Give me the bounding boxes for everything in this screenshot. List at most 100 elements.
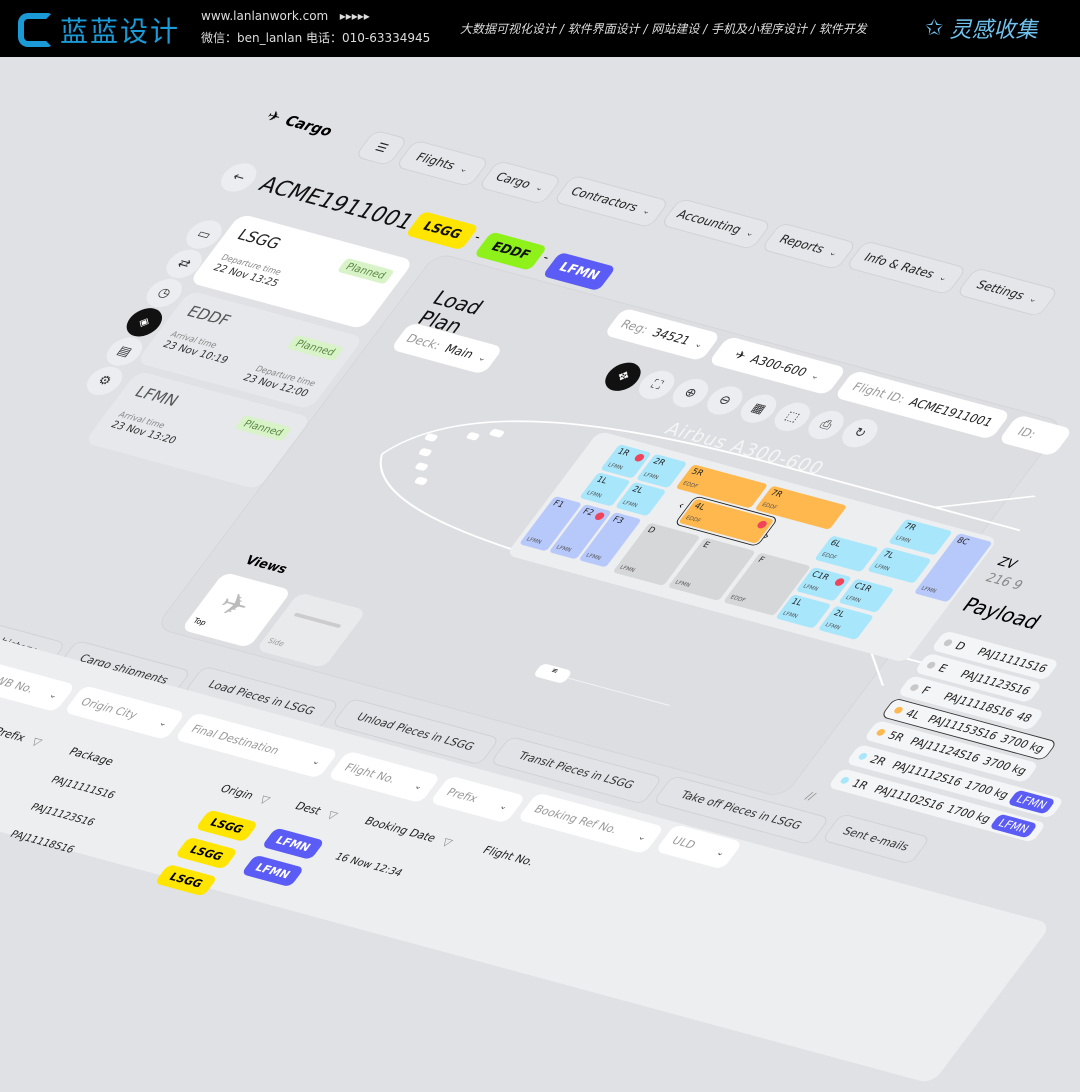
chevron-down-icon: ⌄	[411, 780, 426, 792]
nav-accounting[interactable]: Accounting ⌄	[660, 197, 773, 250]
refresh-icon: ↻	[850, 425, 870, 441]
position-label: 2L	[831, 608, 847, 620]
nav-flights[interactable]: Flights ⌄	[394, 139, 491, 188]
chevron-down-icon: ⌄	[497, 801, 511, 812]
plane-icon: ✈	[731, 348, 750, 363]
nav-label: Accounting	[673, 207, 745, 237]
chevron-down-icon: ⌄	[692, 339, 706, 350]
chevron-down-icon: ⌄	[309, 756, 324, 767]
status-dot	[942, 638, 954, 647]
position-label: 2R	[650, 457, 667, 468]
position-label: C1R	[809, 570, 831, 583]
site-banner: 蓝蓝设计 www.lanlanwork.com ▸▸▸▸▸ 微信：ben_lan…	[0, 0, 1080, 57]
nav-info-rates[interactable]: Info & Rates ⌄	[845, 240, 968, 296]
filter-placeholder: ULD	[669, 834, 699, 852]
aircraft-value: A300-600	[747, 352, 810, 380]
tab-sent-e-mails[interactable]: Sent e-mails	[821, 813, 931, 865]
arrival: Arrival time 23 Nov 10:19	[153, 330, 237, 375]
app-logo-text: Cargo	[280, 112, 338, 140]
position-label: F	[755, 555, 767, 565]
filter-placeholder: Flight No.	[341, 761, 399, 786]
position-label: 4L	[691, 501, 707, 513]
nav-label: Contractors	[567, 184, 642, 215]
position-dest: EDDF	[760, 501, 779, 512]
fit-icon: ⛶	[647, 377, 666, 393]
filter-placeholder: Origin City	[78, 695, 141, 722]
document-icon: ▤	[114, 343, 135, 360]
fuselage-top-line	[381, 420, 1021, 532]
arrow-left-icon: ←	[228, 169, 249, 186]
cockpit-windows	[414, 428, 504, 485]
banner-logo: 蓝蓝设计	[18, 10, 180, 50]
payload-position: E	[935, 661, 951, 675]
position-dest: LFMN	[801, 583, 820, 593]
nav-settings[interactable]: Settings ⌄	[955, 267, 1060, 318]
arrival: Arrival time 23 Nov 13:20	[108, 411, 185, 446]
dest-chip[interactable]: LFMN	[1007, 789, 1057, 815]
chevron-down-icon: ⌄	[1026, 293, 1041, 305]
position-dest: EDDF	[684, 514, 703, 525]
position-label: E	[700, 540, 712, 551]
position-label: 7R	[901, 522, 918, 533]
departure: Departure time 23 Nov 12:00	[241, 364, 318, 399]
wing-line	[868, 648, 885, 687]
position-label: F1	[550, 499, 566, 510]
manifest-icon: ▦	[748, 400, 769, 417]
alert-icon	[632, 453, 646, 463]
select-area-icon: ⬚	[781, 408, 803, 425]
chevron-down-icon: ⌄	[743, 227, 758, 239]
position-label: 1L	[594, 475, 610, 486]
site-url[interactable]: www.lanlanwork.com ▸▸▸▸▸	[201, 9, 370, 23]
contact-info: 微信：ben_lanlan 电话：010-63334945	[201, 31, 431, 45]
payload-weight: 3700 kg	[997, 732, 1048, 755]
nav-label: Info & Rates	[860, 250, 938, 281]
chevron-down-icon: ⌄	[640, 205, 654, 217]
position-label: 1R	[615, 447, 632, 459]
payload-position: 2R	[867, 753, 890, 768]
filter-placeholder: AWB No.	[0, 672, 38, 696]
departure: Departure time 22 Nov 13:25	[211, 254, 288, 289]
status-dot	[908, 683, 921, 692]
position-dest: LFMN	[641, 471, 660, 481]
position-dest: LFMN	[618, 564, 637, 574]
app-logo[interactable]: ✈ Cargo	[263, 107, 338, 139]
resize-handle-icon[interactable]: //	[802, 789, 819, 803]
status-dot	[839, 776, 851, 785]
alert-icon	[833, 577, 847, 587]
chevron-down-icon: ⌄	[826, 247, 841, 259]
chevron-down-icon: ⌄	[457, 163, 472, 175]
site-url-text: www.lanlanwork.com	[201, 9, 329, 23]
logo-text: 蓝蓝设计	[60, 15, 181, 48]
position-dest: LFMN	[554, 544, 573, 554]
nav-label: Settings	[973, 278, 1028, 303]
dest-chip[interactable]: LFMN	[989, 813, 1039, 839]
position-dest: LFMN	[673, 579, 692, 589]
payload-weight: 3700 kg	[979, 754, 1030, 778]
nav-cargo[interactable]: Cargo ⌄	[477, 160, 563, 205]
payload-weight: 1700 kg	[943, 802, 994, 826]
nav-label: Reports	[776, 232, 828, 256]
chevron-down-icon: ⌄	[156, 717, 171, 729]
route-chip-lsgg[interactable]: LSGG	[405, 211, 480, 251]
nav-contractors[interactable]: Contractors ⌄	[552, 174, 670, 229]
nav-reports[interactable]: Reports ⌄	[760, 222, 858, 271]
zoom-in-icon: ⊕	[680, 385, 701, 401]
status-dot	[875, 728, 887, 737]
alert-icon	[755, 519, 769, 530]
sidebar-button-document[interactable]: ▤	[99, 334, 150, 370]
wing-line	[934, 495, 1036, 509]
position-dest: LFMN	[872, 562, 891, 573]
arrows-icon: ▸▸▸▸▸	[339, 9, 370, 23]
position-label: F3	[610, 515, 626, 526]
position-label: 7R	[768, 488, 785, 500]
position-dest: LFMN	[524, 536, 543, 546]
settings-doc-icon: ⚙	[94, 373, 115, 389]
plane-side-icon	[293, 612, 342, 629]
position-label: D	[645, 525, 658, 536]
chevron-down-icon: ⌄	[713, 847, 728, 859]
position-dest: LFMN	[781, 610, 800, 620]
payload-position: 4L	[902, 706, 924, 722]
view-side-label: Side	[266, 636, 287, 648]
position-label: 6L	[827, 538, 843, 550]
hamburger-icon: ☰	[372, 140, 392, 156]
